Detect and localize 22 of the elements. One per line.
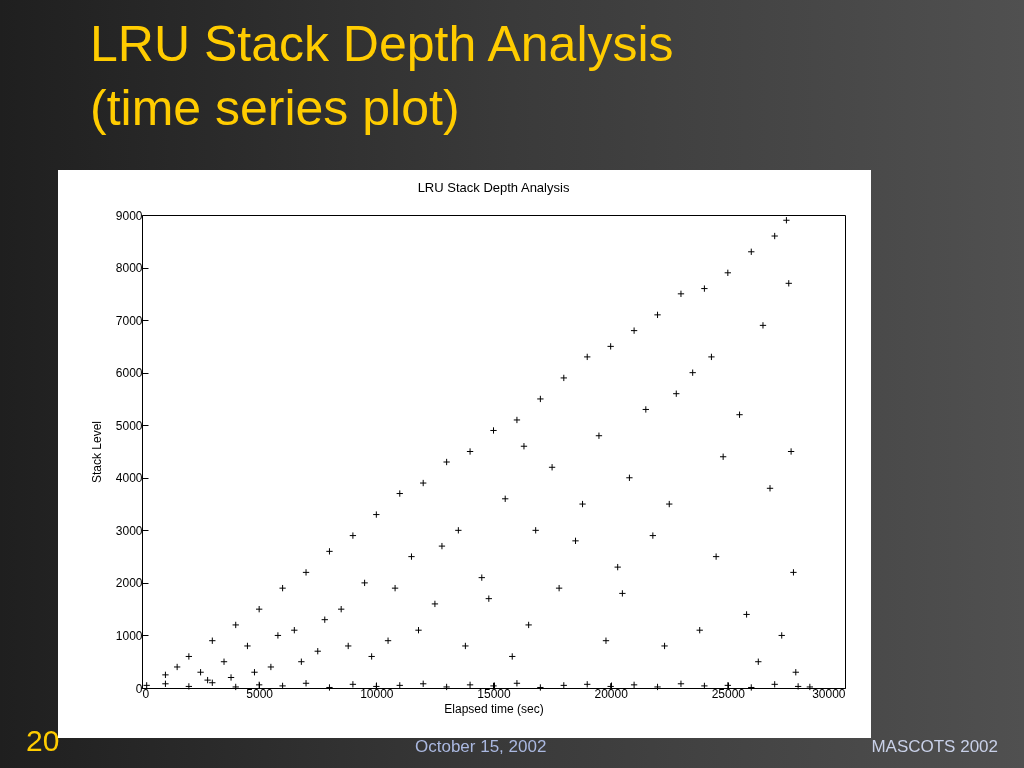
x-tick-label: 25000 [711, 686, 746, 701]
chart-subtitle: LRU Stack Depth Analysis [417, 180, 570, 195]
x-tick-label: 5000 [246, 686, 274, 701]
y-tick-label: 9000 [115, 208, 143, 223]
y-tick-label: 4000 [115, 471, 143, 486]
x-tick-label: 10000 [360, 686, 394, 701]
text: 20 [26, 724, 60, 758]
y-tick-label: 7000 [115, 313, 143, 328]
y-tick-label: 8000 [115, 261, 143, 276]
y-tick-label: 3000 [115, 523, 143, 538]
x-tick-label: 20000 [594, 686, 629, 701]
text: MASCOTS 2002 [871, 737, 998, 757]
y-tick-label: 2000 [115, 576, 143, 591]
text: October 15, 2002 [415, 737, 547, 757]
x-tick-label: 30000 [812, 686, 846, 701]
y-tick-label: 6000 [115, 366, 143, 381]
chart-title: LRU Stack Depth Analysis (time series plot) [90, 15, 675, 138]
y-tick-label: 1000 [115, 628, 143, 643]
x-axis-title: Elapsed time (sec) [444, 701, 544, 716]
y-axis-title: Stack Level [89, 420, 104, 484]
x-tick-label: 15000 [477, 686, 512, 701]
y-tick-label: 5000 [115, 418, 143, 433]
